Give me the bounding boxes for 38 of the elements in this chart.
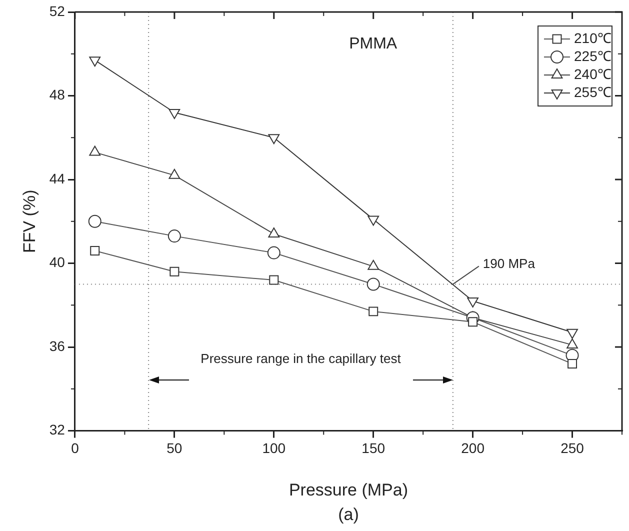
x-tick-label: 200 xyxy=(461,440,485,456)
point xyxy=(168,109,180,120)
legend-label: 240℃ xyxy=(574,66,612,82)
point xyxy=(468,317,478,327)
point xyxy=(168,230,181,243)
y-axis-title: FFV (%) xyxy=(20,190,39,254)
annotation: 190 MPa xyxy=(482,256,536,271)
y-tick-label: 52 xyxy=(49,2,66,19)
point xyxy=(269,275,279,285)
point xyxy=(566,328,578,339)
text: PMMA xyxy=(349,35,398,52)
point xyxy=(88,214,102,228)
y-tick-label: 48 xyxy=(49,86,66,103)
point xyxy=(366,278,380,291)
point xyxy=(170,266,180,276)
point xyxy=(268,134,280,144)
point xyxy=(467,297,479,308)
legend-label: 255℃ xyxy=(574,84,612,100)
text: (a) xyxy=(338,505,359,524)
x-tick-label: 100 xyxy=(262,440,286,456)
x-axis-title: Pressure (MPa) xyxy=(288,480,408,500)
point xyxy=(89,56,101,67)
x-tick-label: 150 xyxy=(362,440,386,456)
y-tick-label: 44 xyxy=(49,170,66,186)
x-tick-label: 50 xyxy=(166,440,182,456)
point xyxy=(368,306,378,316)
annotation: Pressure range in the capillary test xyxy=(200,351,402,366)
point xyxy=(368,216,380,226)
y-tick-label: 36 xyxy=(49,338,66,354)
point xyxy=(267,246,280,260)
x-tick-label: 0 xyxy=(71,440,80,456)
y-tick-label: 32 xyxy=(49,422,66,438)
x-tick-label: 250 xyxy=(560,440,584,456)
legend-label: 210℃ xyxy=(574,30,612,46)
point xyxy=(568,359,578,369)
legend-label: 225℃ xyxy=(574,48,612,64)
y-tick-label: 40 xyxy=(49,254,66,270)
point xyxy=(90,246,100,256)
